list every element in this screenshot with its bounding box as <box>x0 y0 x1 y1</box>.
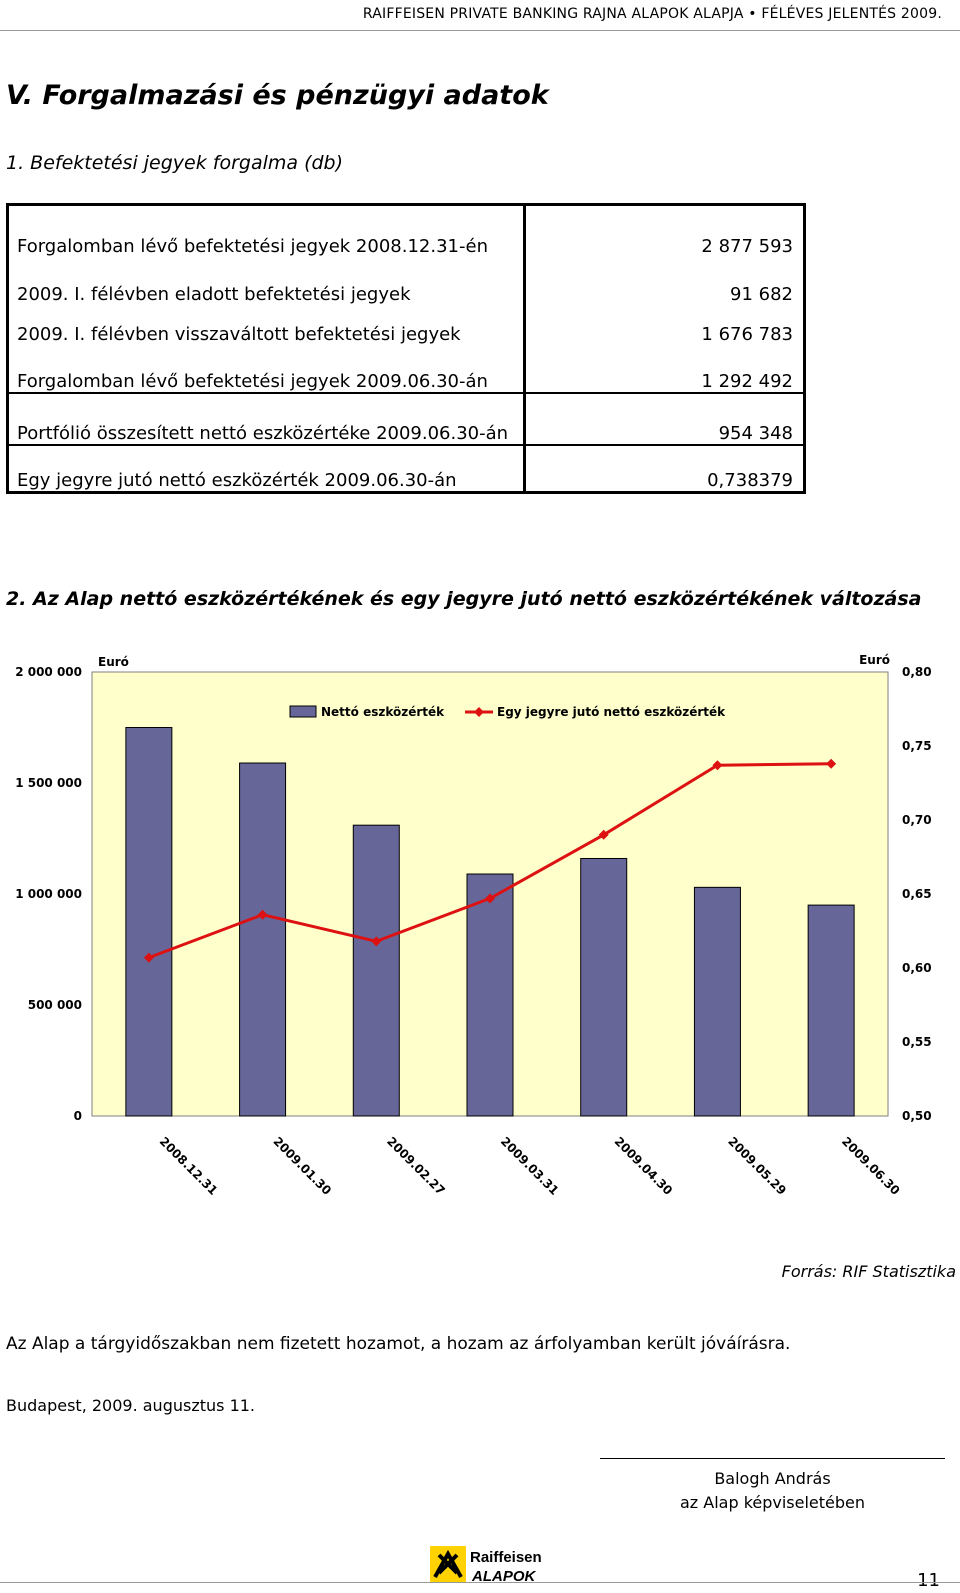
turnover-table: Forgalomban lévő befektetési jegyek 2008… <box>6 203 806 494</box>
bar <box>580 857 628 1117</box>
legend-label: Egy jegyre jutó nettó eszközérték <box>497 705 726 719</box>
row-label: 2009. I. félévben visszaváltott befektet… <box>7 304 526 345</box>
source-note: Forrás: RIF Statisztika <box>781 1262 956 1281</box>
right-axis-label: Euró <box>859 653 890 667</box>
header-divider <box>0 30 960 31</box>
right-tick-label: 0,75 <box>902 739 932 753</box>
left-tick-label: 500 000 <box>28 998 82 1012</box>
right-tick-label: 0,55 <box>902 1035 932 1049</box>
row-label: Egy jegyre jutó nettó eszközérték 2009.0… <box>7 443 526 493</box>
raiffeisen-gable-cross-icon: Raiffeisen ALAPOK <box>430 1546 542 1585</box>
raiffeisen-logo: Raiffeisen ALAPOK <box>430 1546 555 1585</box>
table-row: Egy jegyre jutó nettó eszközérték 2009.0… <box>7 443 805 493</box>
x-tick-label: 2008.12.31 <box>157 1134 221 1198</box>
x-tick-label: 2009.05.29 <box>725 1134 789 1198</box>
x-tick-label: 2009.04.30 <box>612 1134 676 1198</box>
subsection-2-title: 2. Az Alap nettó eszközértékének és egy … <box>6 588 922 610</box>
yield-paragraph: Az Alap a tárgyidőszakban nem fizetett h… <box>6 1334 791 1354</box>
bar <box>693 886 741 1117</box>
right-tick-label: 0,50 <box>902 1109 932 1123</box>
table-row: Forgalomban lévő befektetési jegyek 2009… <box>7 344 805 393</box>
right-tick-label: 0,65 <box>902 887 932 901</box>
table-row: 2009. I. félévben visszaváltott befektet… <box>7 304 805 345</box>
row-value: 1 292 492 <box>701 370 793 392</box>
legend-label: Nettó eszközérték <box>321 705 445 719</box>
signature-line <box>600 1458 945 1459</box>
row-value: 954 348 <box>524 391 805 445</box>
running-header: RAIFFEISEN PRIVATE BANKING RAJNA ALAPOK … <box>362 6 942 22</box>
table-row: 2009. I. félévben eladott befektetési je… <box>7 256 805 305</box>
left-tick-label: 0 <box>74 1109 82 1123</box>
subsection-1-title: 1. Befektetési jegyek forgalma (db) <box>6 152 344 174</box>
row-value: 91 682 <box>730 283 793 305</box>
line-point <box>712 760 723 771</box>
table-row: Portfólió összesített nettó eszközértéke… <box>7 391 805 445</box>
footer-divider <box>0 1582 960 1583</box>
bar <box>125 727 173 1117</box>
line-point <box>371 936 382 947</box>
line-point <box>143 952 154 963</box>
legend-swatch-bar <box>289 705 317 718</box>
logo-line1: Raiffeisen <box>470 1549 542 1566</box>
line-point <box>598 829 609 840</box>
row-label: Forgalomban lévő befektetési jegyek 2008… <box>7 204 526 257</box>
right-tick-label: 0,80 <box>902 665 932 679</box>
left-axis-label: Euró <box>98 655 129 669</box>
right-tick-label: 0,60 <box>902 961 932 975</box>
row-value: 1 676 783 <box>701 323 793 345</box>
row-value: 0,738379 <box>524 443 805 493</box>
row-value: 2 877 593 <box>701 235 793 257</box>
left-tick-label: 1 500 000 <box>15 776 82 790</box>
line-point <box>485 893 495 904</box>
right-tick-label: 0,70 <box>902 813 932 827</box>
x-tick-label: 2009.03.31 <box>498 1134 562 1198</box>
table-row: Forgalomban lévő befektetési jegyek 2008… <box>7 204 805 257</box>
nav-chart: 0 500 000 1 000 000 1 500 000 2 000 000 0,50 0… <box>15 653 932 1198</box>
place-date: Budapest, 2009. augusztus 11. <box>6 1396 256 1415</box>
x-tick-label: 2009.01.30 <box>270 1134 334 1198</box>
row-label: Portfólió összesített nettó eszközértéke… <box>7 391 526 445</box>
bar <box>466 873 514 1117</box>
section-title: V. Forgalmazási és pénzügyi adatok <box>6 80 549 111</box>
legend-swatch-marker <box>474 707 484 717</box>
x-tick-label: 2009.02.27 <box>384 1134 448 1198</box>
bar <box>807 904 855 1117</box>
bar <box>352 824 400 1117</box>
line-point <box>826 758 837 769</box>
row-label: 2009. I. félévben eladott befektetési je… <box>7 256 526 305</box>
bar <box>239 762 287 1117</box>
logo-line2: ALAPOK <box>471 1568 537 1584</box>
x-tick-label: 2009.06.30 <box>839 1134 903 1198</box>
left-tick-label: 1 000 000 <box>15 887 82 901</box>
left-tick-label: 2 000 000 <box>15 665 82 679</box>
signature-block: Balogh András az Alap képviseletében <box>600 1467 945 1515</box>
signer-role: az Alap képviseletében <box>679 1493 866 1512</box>
line-point <box>257 909 268 920</box>
signer-name: Balogh András <box>714 1469 831 1488</box>
row-label: Forgalomban lévő befektetési jegyek 2009… <box>7 344 526 393</box>
page-number: 11 <box>917 1570 940 1591</box>
